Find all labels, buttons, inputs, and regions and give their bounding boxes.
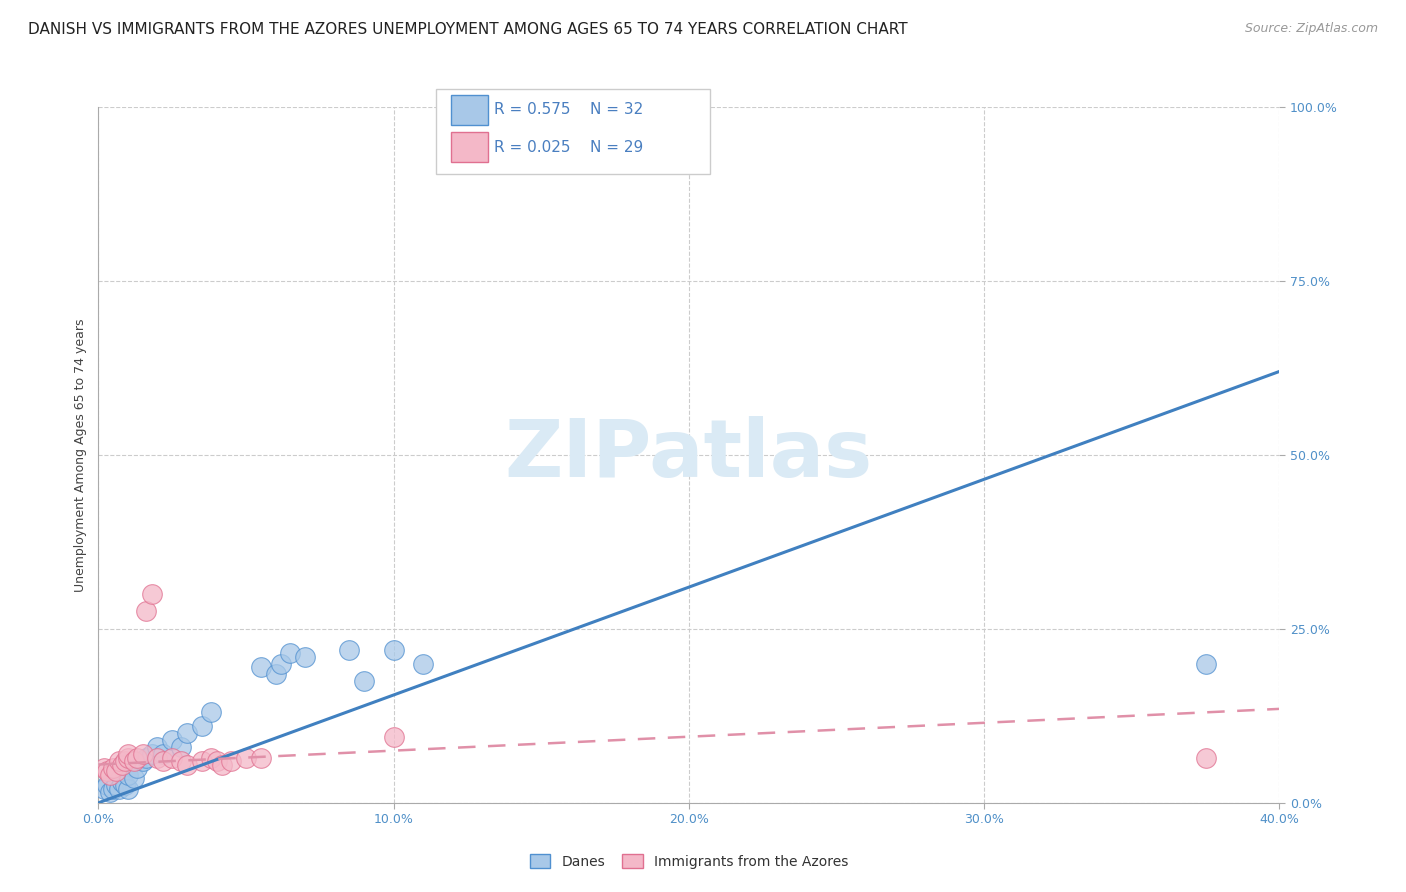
Point [93, 761, 115, 775]
Point [382, 642, 405, 657]
Point [264, 667, 287, 681]
Point [200, 750, 222, 764]
Point [93, 781, 115, 796]
Point [337, 642, 360, 657]
Point [278, 646, 302, 660]
Point [96, 764, 118, 779]
Text: R = 0.025    N = 29: R = 0.025 N = 29 [494, 140, 643, 154]
Point [141, 587, 163, 601]
Point [122, 772, 145, 786]
Point [141, 747, 163, 761]
Point [211, 757, 233, 772]
Point [382, 730, 405, 744]
Legend: Danes, Immigrants from the Azores: Danes, Immigrants from the Azores [523, 847, 855, 876]
Point [117, 747, 139, 761]
Point [103, 761, 125, 775]
Point [200, 706, 222, 720]
Point [219, 754, 242, 768]
Point [412, 657, 434, 671]
Point [146, 740, 169, 755]
Point [250, 660, 273, 674]
Point [125, 761, 148, 775]
Point [170, 740, 193, 755]
Point [353, 674, 375, 689]
Point [135, 750, 157, 764]
Point [114, 754, 136, 768]
Point [117, 750, 139, 764]
Point [105, 764, 128, 779]
Text: R = 0.575    N = 32: R = 0.575 N = 32 [494, 103, 643, 117]
Point [111, 775, 134, 789]
Point [111, 757, 134, 772]
Point [152, 747, 174, 761]
Point [191, 719, 214, 733]
Point [1195, 750, 1218, 764]
Point [162, 733, 183, 747]
Point [135, 605, 157, 619]
Point [114, 778, 136, 792]
Point [152, 754, 174, 768]
Point [146, 750, 169, 764]
Text: DANISH VS IMMIGRANTS FROM THE AZORES UNEMPLOYMENT AMONG AGES 65 TO 74 YEARS CORR: DANISH VS IMMIGRANTS FROM THE AZORES UNE… [28, 22, 908, 37]
Point [191, 754, 214, 768]
Point [1195, 657, 1218, 671]
Point [108, 754, 131, 768]
Point [235, 750, 257, 764]
Point [250, 750, 273, 764]
Point [122, 754, 145, 768]
Point [270, 657, 292, 671]
Point [103, 781, 125, 796]
Point [162, 750, 183, 764]
Point [132, 754, 155, 768]
Point [117, 768, 139, 782]
Point [294, 649, 316, 664]
Point [205, 754, 228, 768]
Point [132, 747, 155, 761]
Point [108, 781, 131, 796]
Point [98, 785, 121, 799]
Text: ZIPatlas: ZIPatlas [505, 416, 873, 494]
Point [125, 750, 148, 764]
Point [170, 754, 193, 768]
Point [105, 778, 128, 792]
Point [176, 757, 198, 772]
Y-axis label: Unemployment Among Ages 65 to 74 years: Unemployment Among Ages 65 to 74 years [75, 318, 87, 591]
Text: Source: ZipAtlas.com: Source: ZipAtlas.com [1244, 22, 1378, 36]
Point [176, 726, 198, 740]
Point [117, 781, 139, 796]
Point [96, 778, 118, 792]
Point [98, 768, 121, 782]
